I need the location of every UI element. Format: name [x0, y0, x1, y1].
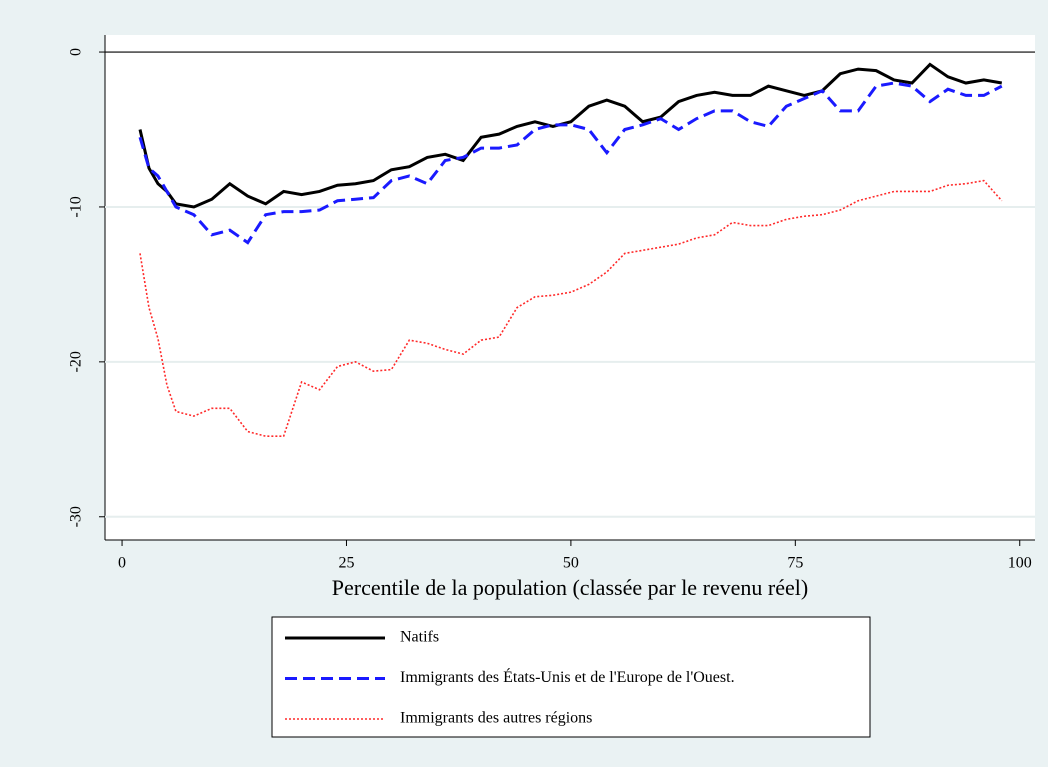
y-tick-label: 0 — [68, 48, 85, 56]
series-line — [139, 179, 1003, 438]
y-tick-label: -10 — [68, 196, 85, 217]
x-tick-label: 100 — [1008, 555, 1032, 572]
legend-label: Immigrants des États-Unis et de l'Europe… — [400, 667, 735, 686]
x-tick-label: 25 — [338, 555, 354, 572]
x-tick-label: 0 — [118, 555, 126, 572]
y-tick-label: -30 — [68, 506, 85, 527]
series-line — [138, 62, 1003, 209]
plot-area — [105, 35, 1035, 540]
legend-label: Natifs — [400, 629, 439, 646]
x-tick-label: 75 — [787, 555, 803, 572]
x-tick-label: 50 — [563, 555, 579, 572]
y-tick-label: -20 — [68, 351, 85, 372]
x-axis-label: Percentile de la population (classée par… — [332, 575, 808, 600]
legend-label: Immigrants des autres régions — [400, 710, 592, 727]
